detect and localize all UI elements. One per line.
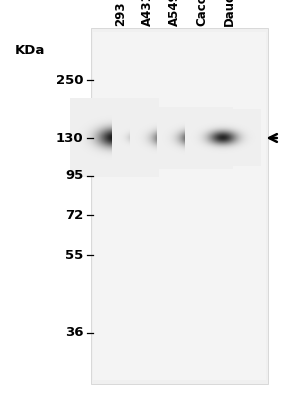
Text: 36: 36 — [65, 326, 84, 339]
Text: 55: 55 — [65, 249, 84, 262]
Text: A431: A431 — [140, 0, 154, 26]
Text: Caco2: Caco2 — [195, 0, 209, 26]
Text: 95: 95 — [65, 170, 84, 182]
Text: Daudi: Daudi — [223, 0, 236, 26]
Text: 72: 72 — [65, 209, 84, 222]
Text: KDa: KDa — [15, 44, 46, 56]
Text: 250: 250 — [56, 74, 84, 86]
Bar — [91, 28, 268, 384]
Text: A549: A549 — [168, 0, 181, 26]
Text: 130: 130 — [56, 132, 84, 144]
Text: 293: 293 — [114, 2, 127, 26]
Bar — [93, 32, 266, 380]
